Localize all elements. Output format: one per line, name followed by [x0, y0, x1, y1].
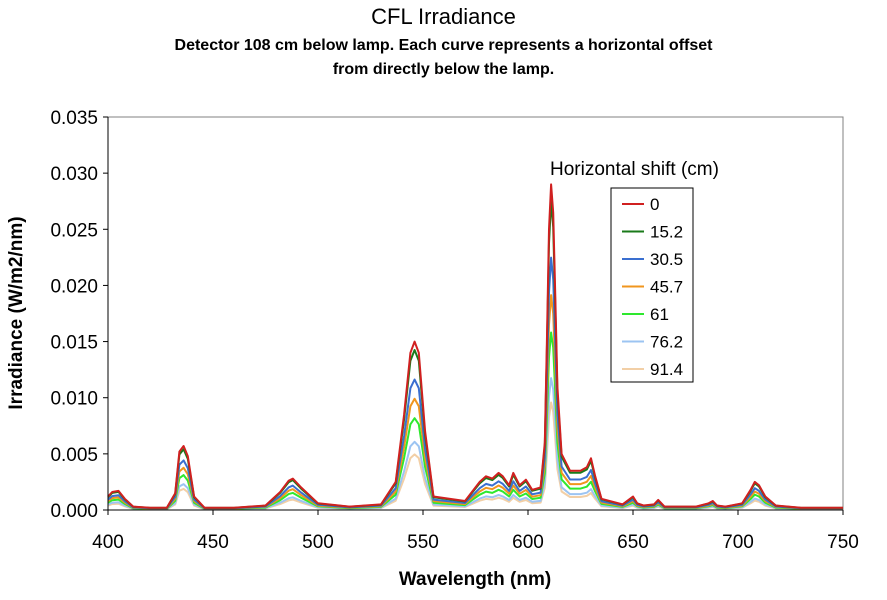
x-axis-title: Wavelength (nm): [399, 569, 551, 590]
series-group: [107, 183, 843, 511]
y-tick-label: 0.020: [50, 276, 98, 297]
x-tick-label: 600: [512, 532, 544, 553]
legend: 0 15.2 30.5 45.7 61 76.2 91.4: [610, 187, 694, 383]
x-tick-label: 550: [407, 532, 439, 553]
chart-subtitle-line-1: Detector 108 cm below lamp. Each curve r…: [174, 37, 713, 54]
x-tick-label: 650: [617, 532, 649, 553]
legend-label: 0: [650, 195, 659, 214]
x-tick-label: 400: [92, 532, 124, 553]
y-tick-label: 0.030: [50, 164, 98, 185]
x-tick-label: 450: [197, 532, 229, 553]
x-tick-label: 700: [722, 532, 754, 553]
x-tick-label: 500: [302, 532, 334, 553]
y-axis-title: Irradiance (W/m2/nm): [6, 216, 27, 409]
y-tick-label: 0.005: [50, 445, 98, 466]
x-axis-ticks: 400 450 500 550 600 650 700 750: [92, 510, 859, 553]
x-tick-label: 750: [827, 532, 859, 553]
legend-label: 61: [650, 305, 669, 324]
y-tick-label: 0.035: [50, 108, 98, 129]
plot-area: [107, 116, 844, 511]
legend-label: 91.4: [650, 360, 683, 379]
y-tick-label: 0.000: [50, 501, 98, 522]
y-axis-ticks: 0.000 0.005 0.010 0.015 0.020 0.025 0.030 0.035: [50, 108, 108, 522]
chart-subtitle-line-2: from directly below the lamp.: [332, 61, 555, 78]
legend-label: 76.2: [650, 333, 683, 352]
series-line-0: [107, 183, 843, 509]
legend-title: Horizontal shift (cm): [550, 159, 719, 180]
legend-box: [610, 187, 694, 383]
chart-title: CFL Irradiance: [371, 4, 516, 29]
y-tick-label: 0.010: [50, 389, 98, 410]
y-tick-label: 0.025: [50, 220, 98, 241]
legend-label: 45.7: [650, 278, 683, 297]
legend-label: 30.5: [650, 250, 683, 269]
legend-label: 15.2: [650, 223, 683, 242]
y-tick-label: 0.015: [50, 333, 98, 354]
